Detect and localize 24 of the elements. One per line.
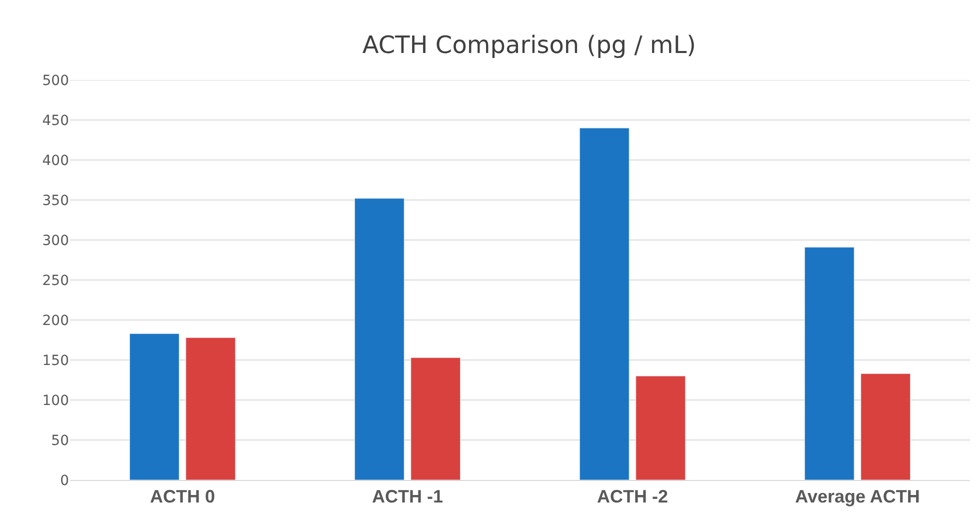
y-tick-label: 300 xyxy=(42,232,69,249)
bar xyxy=(804,246,854,480)
y-tick-label: 500 xyxy=(42,72,69,89)
y-tick-label: 350 xyxy=(42,192,69,209)
bar xyxy=(860,373,911,480)
x-tick-label: ACTH 0 xyxy=(150,486,216,507)
bar xyxy=(186,337,236,480)
bar xyxy=(129,333,180,480)
x-tick-label: Average ACTH xyxy=(795,486,920,507)
bar xyxy=(579,128,630,480)
y-tick-label: 100 xyxy=(42,392,69,409)
x-tick-label: ACTH -2 xyxy=(597,486,668,507)
x-tick-label: ACTH -1 xyxy=(372,486,443,507)
y-tick-label: 150 xyxy=(42,352,69,369)
chart-title: ACTH Comparison (pg / mL) xyxy=(362,30,696,59)
y-tick-label: 0 xyxy=(60,472,69,489)
bar xyxy=(410,357,461,480)
bar xyxy=(636,376,686,480)
y-tick-label: 250 xyxy=(42,272,69,289)
y-tick-label: 200 xyxy=(42,312,69,329)
y-tick-label: 400 xyxy=(42,152,69,169)
y-tick-label: 50 xyxy=(51,432,69,449)
bar xyxy=(354,198,404,480)
y-tick-label: 450 xyxy=(42,112,69,129)
